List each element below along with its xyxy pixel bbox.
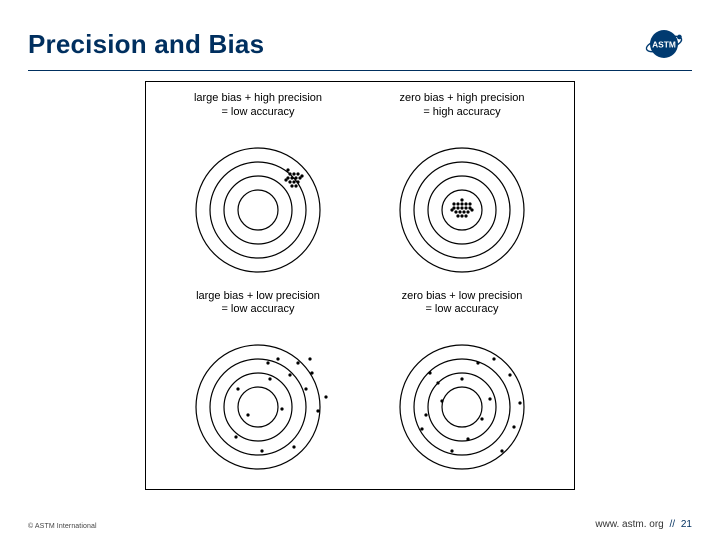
target-tr xyxy=(382,122,542,282)
svg-text:ASTM: ASTM xyxy=(652,40,676,50)
footer-url: www. astm. org xyxy=(595,519,663,530)
diagram-row-bottom: large bias + low precision = low accurac… xyxy=(156,286,564,484)
quadrant-zero-bias-low-precision: zero bias + low precision = low accuracy xyxy=(360,286,564,484)
quadrant-label: large bias + high precision = low accura… xyxy=(194,92,322,120)
diagram-row-top: large bias + high precision = low accura… xyxy=(156,88,564,286)
quadrant-label: zero bias + high precision = high accura… xyxy=(399,92,524,120)
quadrant-label: zero bias + low precision = low accuracy xyxy=(402,290,523,318)
footer-separator: // xyxy=(667,519,679,530)
quadrant-zero-bias-high-precision: zero bias + high precision = high accura… xyxy=(360,88,564,286)
target-tl xyxy=(178,122,338,282)
target-br xyxy=(382,319,542,479)
astm-logo: ASTM xyxy=(636,24,692,64)
title-row: Precision and Bias ASTM xyxy=(28,24,692,71)
slide: Precision and Bias ASTM large bias + hig… xyxy=(0,0,720,540)
slide-title: Precision and Bias xyxy=(28,29,264,60)
footer-right: www. astm. org // 21 xyxy=(595,519,692,530)
target-bl xyxy=(178,319,338,479)
copyright-text: © ASTM International xyxy=(28,523,97,530)
footer: © ASTM International www. astm. org // 2… xyxy=(28,519,692,530)
page-number: 21 xyxy=(681,519,692,530)
quadrant-large-bias-low-precision: large bias + low precision = low accurac… xyxy=(156,286,360,484)
quadrant-large-bias-high-precision: large bias + high precision = low accura… xyxy=(156,88,360,286)
quadrant-label: large bias + low precision = low accurac… xyxy=(196,290,320,318)
precision-bias-diagram: large bias + high precision = low accura… xyxy=(145,81,575,490)
